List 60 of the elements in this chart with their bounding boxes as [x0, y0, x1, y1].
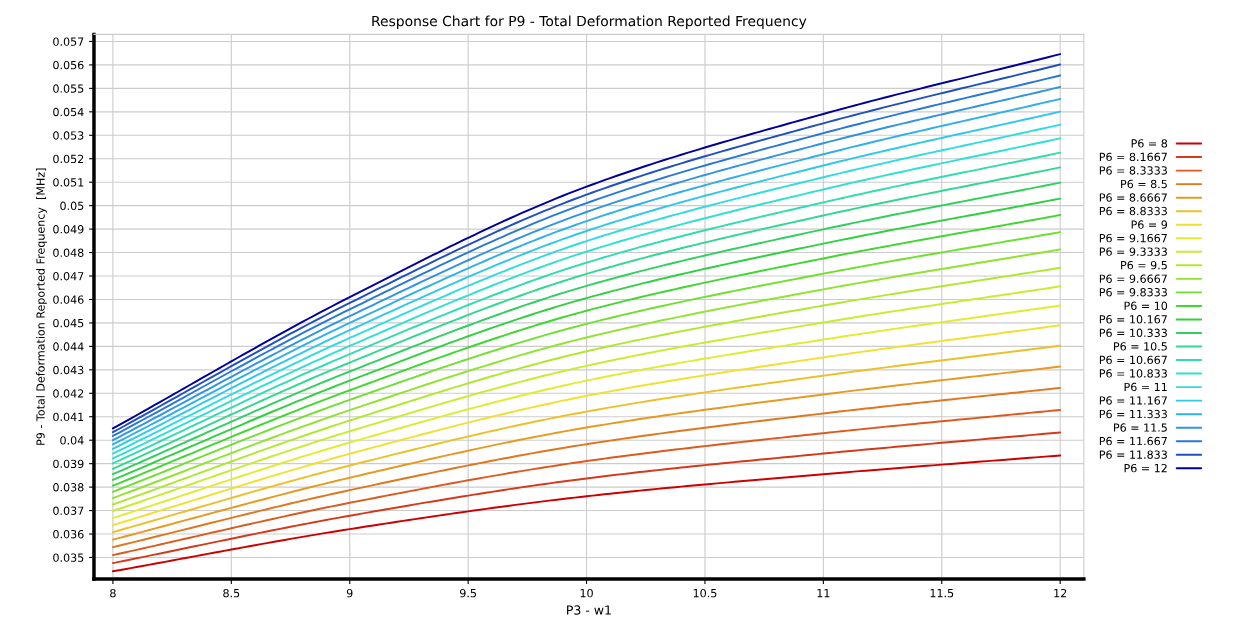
x-tick-label: 10.5: [693, 588, 717, 598]
legend-label: P6 = 11.333: [1099, 409, 1167, 419]
x-tick-label: 12: [1054, 588, 1067, 598]
legend-label: P6 = 8.5: [1121, 179, 1167, 189]
y-tick-label: 0.046: [53, 295, 84, 304]
y-tick-label: 0.056: [53, 60, 84, 70]
y-tick-label: 0.047: [53, 271, 84, 281]
y-tick-label: 0.051: [53, 178, 84, 187]
legend-label: P6 = 8.8333: [1099, 206, 1167, 216]
x-tick-label: 8: [110, 588, 116, 598]
x-tick-label: 9.5: [460, 588, 476, 598]
y-tick-label: 0.044: [53, 342, 84, 351]
y-tick-label: 0.054: [53, 107, 84, 117]
legend-label: P6 = 9.8333: [1099, 288, 1167, 297]
legend-label: P6 = 9.6667: [1099, 274, 1167, 283]
legend-label: P6 = 8.6667: [1099, 193, 1167, 202]
y-tick-label: 0.037: [53, 506, 84, 515]
x-tick-label: 10: [580, 588, 593, 598]
legend-label: P6 = 11.833: [1099, 450, 1167, 459]
y-tick-label: 0.041: [53, 412, 84, 422]
y-tick-label: 0.045: [53, 318, 84, 328]
y-tick-label: 0.05: [60, 201, 84, 211]
y-tick-label: 0.053: [53, 131, 84, 140]
y-axis-title: P9 - Total Deformation Reported Frequency [MHz]: [36, 168, 47, 445]
chart-title: Response Chart for P9 - Total Deformation Reported Frequency: [372, 15, 807, 29]
legend-label: P6 = 8.1667: [1099, 152, 1167, 162]
y-tick-label: 0.038: [53, 483, 84, 492]
y-tick-label: 0.042: [53, 389, 84, 398]
legend-label: P6 = 10: [1124, 301, 1168, 310]
y-tick-label: 0.043: [53, 365, 84, 375]
legend-label: P6 = 9.5: [1121, 260, 1167, 270]
x-tick-label: 9: [346, 588, 353, 598]
legend-label: P6 = 9.3333: [1099, 247, 1167, 256]
legend-label: P6 = 8.3333: [1099, 166, 1167, 175]
x-tick-label: 11.5: [930, 589, 954, 598]
y-tick-label: 0.04: [60, 436, 84, 445]
legend-label: P6 = 8: [1131, 139, 1168, 148]
y-tick-label: 0.035: [53, 553, 84, 562]
x-tick-label: 8.5: [223, 588, 240, 598]
x-tick-label: 11: [817, 589, 830, 598]
legend-label: P6 = 11.667: [1099, 436, 1167, 446]
legend-label: P6 = 10.667: [1099, 355, 1167, 365]
y-tick-label: 0.055: [53, 84, 84, 93]
y-tick-label: 0.039: [53, 459, 84, 469]
legend-label: P6 = 11.167: [1099, 396, 1167, 405]
legend-label: P6 = 9: [1131, 220, 1168, 229]
legend-label: P6 = 12: [1124, 463, 1167, 473]
legend-label: P6 = 10.833: [1099, 369, 1167, 378]
legend-label: P6 = 10.5: [1114, 342, 1167, 351]
y-tick-label: 0.048: [53, 248, 84, 257]
y-tick-label: 0.052: [53, 154, 84, 164]
legend-label: P6 = 11: [1124, 382, 1167, 392]
legend-label: P6 = 10.333: [1099, 328, 1167, 338]
legend-label: P6 = 10.167: [1099, 315, 1167, 324]
legend-label: P6 = 9.1667: [1099, 233, 1167, 243]
y-tick-label: 0.057: [53, 37, 84, 46]
y-tick-label: 0.036: [53, 529, 84, 539]
legend-label: P6 = 11.5: [1114, 423, 1167, 432]
x-axis-title: P3 - w1: [567, 605, 611, 615]
y-tick-label: 0.049: [53, 225, 84, 234]
